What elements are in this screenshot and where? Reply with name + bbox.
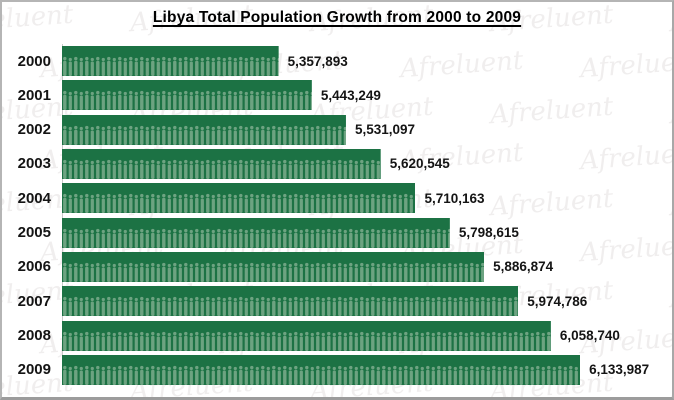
bar-track: 5,886,874	[62, 251, 664, 282]
people-figures-pattern	[62, 354, 581, 385]
value-label: 5,357,893	[287, 53, 348, 69]
year-label: 2009	[17, 361, 51, 379]
year-label: 2004	[17, 189, 51, 207]
population-bar	[62, 286, 519, 317]
bar-track: 5,443,249	[62, 80, 664, 111]
people-figures-pattern	[62, 80, 312, 111]
bar-row: 2004 5,710,163	[10, 183, 664, 214]
population-bar	[62, 320, 551, 351]
y-axis-line	[62, 44, 63, 385]
watermark-text: Afreluent	[669, 183, 674, 223]
bar-track: 5,357,893	[62, 46, 664, 76]
population-bar	[62, 217, 450, 248]
value-label: 5,798,615	[458, 225, 519, 241]
bar-row: 2003 5,620,545	[10, 148, 664, 179]
bar-track: 5,710,163	[62, 183, 664, 214]
watermark-text: Afreluent	[669, 91, 674, 131]
bar-rows: 2000 5,357,893 2001 5,443,249 2002 5,531,097 2…	[10, 46, 664, 385]
year-label: 2006	[17, 258, 51, 276]
bar-track: 5,620,545	[62, 148, 664, 179]
watermark-text: Afreluent	[669, 367, 674, 400]
population-bar	[62, 80, 312, 111]
bar-row: 2000 5,357,893	[10, 46, 664, 76]
bar-row: 2002 5,531,097	[10, 114, 664, 145]
bar-row: 2005 5,798,615	[10, 217, 664, 248]
population-bar	[62, 114, 346, 145]
people-figures-pattern	[62, 286, 519, 317]
population-bar	[62, 354, 581, 385]
bar-track: 6,133,987	[62, 354, 664, 385]
population-bar	[62, 148, 381, 179]
people-figures-pattern	[62, 114, 346, 145]
value-label: 5,620,545	[389, 156, 450, 172]
value-label: 5,710,163	[424, 190, 485, 206]
bar-row: 2008 6,058,740	[10, 320, 664, 351]
bar-row: 2009 6,133,987	[10, 354, 664, 385]
value-label: 6,058,740	[559, 328, 620, 344]
people-figures-pattern	[62, 148, 381, 179]
chart-area: 2000 5,357,893 2001 5,443,249 2002 5,531,097 2…	[10, 44, 664, 385]
bar-row: 2006 5,886,874	[10, 251, 664, 282]
value-label: 6,133,987	[589, 362, 650, 378]
value-label: 5,974,786	[527, 293, 588, 309]
year-label: 2007	[17, 292, 51, 310]
population-bar	[62, 183, 416, 214]
year-label: 2002	[17, 121, 51, 139]
value-label: 5,531,097	[354, 122, 416, 138]
year-label: 2008	[17, 327, 51, 345]
year-label: 2000	[17, 52, 51, 70]
people-figures-pattern	[62, 217, 450, 248]
value-label: 5,443,249	[320, 87, 381, 103]
value-label: 5,886,874	[493, 259, 554, 275]
population-bar	[62, 46, 279, 76]
bar-row: 2001 5,443,249	[10, 80, 664, 111]
people-figures-pattern	[62, 251, 485, 282]
chart-title: Libya Total Population Growth from 2000 …	[152, 9, 522, 26]
watermark-text: Afreluent	[669, 275, 674, 315]
year-label: 2001	[17, 86, 51, 104]
bar-track: 5,531,097	[62, 114, 664, 145]
population-bar	[62, 251, 485, 282]
bar-row: 2007 5,974,786	[10, 286, 664, 317]
people-figures-pattern	[62, 320, 551, 351]
bar-track: 6,058,740	[62, 320, 664, 351]
bar-track: 5,974,786	[62, 286, 664, 317]
year-label: 2005	[17, 224, 51, 242]
bar-track: 5,798,615	[62, 217, 664, 248]
year-label: 2003	[17, 155, 51, 173]
people-figures-pattern	[62, 183, 416, 214]
people-figures-pattern	[62, 46, 279, 76]
